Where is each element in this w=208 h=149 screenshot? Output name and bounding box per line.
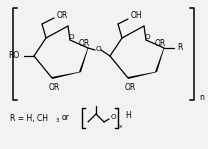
Text: O: O: [95, 46, 101, 52]
Polygon shape: [79, 48, 88, 72]
Text: OR: OR: [124, 83, 136, 93]
Polygon shape: [155, 48, 164, 72]
Text: n: n: [199, 94, 204, 103]
Text: OR: OR: [154, 39, 166, 49]
Text: or: or: [62, 114, 70, 122]
Polygon shape: [128, 72, 156, 79]
Polygon shape: [52, 72, 80, 79]
Text: O: O: [144, 34, 150, 40]
Text: O: O: [68, 34, 74, 40]
Text: H: H: [125, 111, 131, 121]
Text: 3: 3: [56, 118, 59, 122]
Text: OH: OH: [130, 10, 142, 20]
Text: OR: OR: [48, 83, 60, 93]
Text: RO: RO: [8, 52, 20, 60]
Text: OR: OR: [78, 39, 90, 49]
Text: O: O: [110, 114, 116, 120]
Text: R: R: [177, 44, 183, 52]
Text: R = H, CH: R = H, CH: [10, 114, 48, 122]
Text: x: x: [119, 124, 122, 128]
Text: OR: OR: [56, 10, 68, 20]
